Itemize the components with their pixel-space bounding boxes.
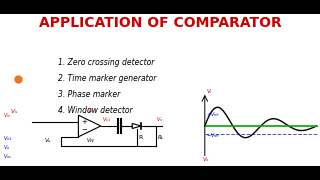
Text: $V_{o1}$: $V_{o1}$ [3,134,12,143]
Text: −: − [82,127,87,134]
Text: APPLICATION OF COMPARATOR: APPLICATION OF COMPARATOR [39,16,281,30]
Text: $V_{os}$: $V_{os}$ [3,152,12,161]
Text: 1. Zero crossing detector: 1. Zero crossing detector [58,58,154,67]
Text: 4. Window detector: 4. Window detector [58,106,132,115]
Text: $+V_{ref}$: $+V_{ref}$ [206,110,221,119]
Text: $V_o$: $V_o$ [3,143,11,152]
Text: $V_{cc}$: $V_{cc}$ [87,107,96,115]
Text: $-V_{ref}$: $-V_{ref}$ [206,131,221,140]
Text: $V_s$: $V_s$ [10,107,18,116]
Text: 3. Phase marker: 3. Phase marker [58,90,120,99]
Text: $V_o$: $V_o$ [202,155,210,164]
Text: $V_{EE}$: $V_{EE}$ [86,136,96,145]
Text: $R_L$: $R_L$ [157,133,165,141]
Text: $V_{o1}$: $V_{o1}$ [102,115,112,123]
Text: 2. Time marker generator: 2. Time marker generator [58,74,156,83]
Text: R: R [138,135,142,140]
Text: +: + [82,118,87,125]
Text: $V_{o}$: $V_{o}$ [156,115,163,123]
Text: $V_{in}$: $V_{in}$ [3,111,12,120]
Text: $V_i$: $V_i$ [206,87,213,96]
Text: $V_{u}$: $V_{u}$ [44,136,52,145]
